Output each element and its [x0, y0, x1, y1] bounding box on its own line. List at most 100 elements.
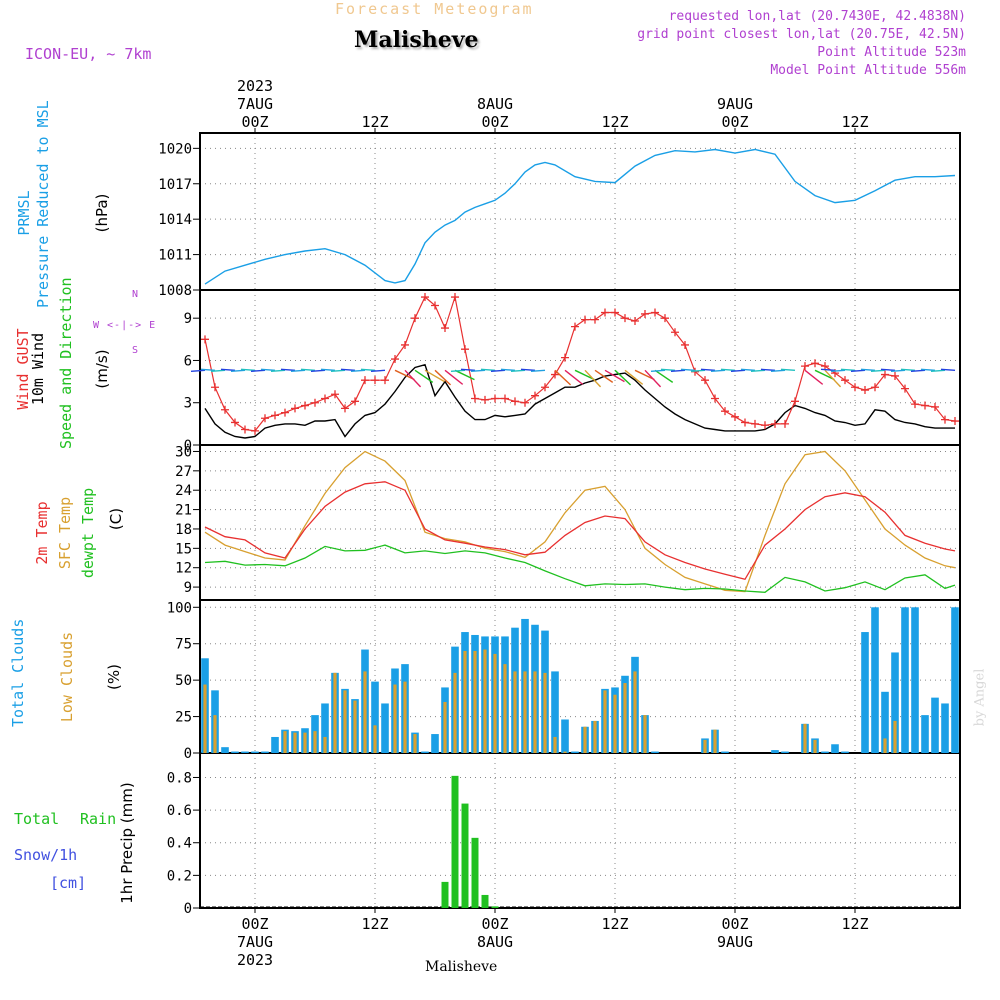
x-tick-label-bottom: 00Z: [481, 915, 508, 933]
wind-gust-marker: [281, 408, 289, 417]
wind-gust-marker: [231, 418, 239, 427]
wind-gust-marker: [451, 293, 459, 302]
wind-gust-marker: [321, 394, 329, 403]
y-tick-label: 27: [175, 464, 192, 480]
wind-arrow: [634, 369, 655, 381]
wind-arrow: [720, 368, 736, 372]
precip-bar: [471, 837, 479, 908]
wind-gust-marker: [461, 345, 469, 354]
wind-gust-marker: [521, 398, 529, 407]
y-tick-label: 0: [184, 438, 192, 454]
y-tick-label: 50: [175, 673, 192, 689]
total-cloud-bar: [831, 744, 839, 753]
x-tick-label-bottom: 12Z: [841, 915, 868, 933]
wind-gust-marker: [511, 397, 519, 406]
low-cloud-bar: [463, 651, 467, 753]
wind-arrow: [230, 369, 246, 373]
wind-speed-dir-label: Speed and Direction: [57, 277, 75, 449]
footer-location: Malisheve: [425, 959, 498, 975]
y-tick-label: 75: [175, 637, 192, 653]
wind-arrow: [930, 369, 946, 373]
low-cloud-bar: [313, 731, 317, 753]
precip-bar: [461, 803, 469, 908]
wind-arrow: [350, 369, 366, 373]
total-cloud-bar: [841, 751, 849, 753]
total-cloud-bar: [321, 703, 329, 753]
low-clouds-label: Low Clouds: [58, 631, 76, 723]
wind-arrow: [310, 369, 326, 373]
rain-label-total: Total: [14, 810, 60, 828]
wind-gust-marker: [601, 308, 609, 317]
x-tick-label-top: 12Z: [361, 113, 388, 131]
low-cloud-bar: [403, 681, 407, 753]
wind-gust-marker: [561, 353, 569, 362]
x-tick-label-bottom: 12Z: [601, 915, 628, 933]
credit-watermark: by Angel: [972, 668, 988, 727]
wind-gust-marker: [741, 418, 749, 427]
temp-2m-line: [204, 481, 956, 581]
wind-arrow: [360, 368, 376, 372]
precip-bar: [481, 894, 489, 908]
wind-gust-marker: [331, 390, 339, 399]
y-tick-label: 1014: [158, 212, 192, 228]
wind-arrow: [260, 368, 276, 372]
low-cloud-bar: [643, 715, 647, 753]
y-tick-label: 1017: [158, 177, 192, 193]
wind-arrow: [690, 369, 706, 373]
wind-gust-marker: [921, 401, 929, 410]
low-cloud-bar: [623, 683, 627, 753]
top-title: Forecast Meteogram: [335, 0, 534, 18]
wind-arrow: [554, 369, 572, 386]
rain-label-rain: Rain: [80, 810, 117, 828]
low-cloud-bar: [323, 736, 327, 753]
wind-gust-marker: [211, 383, 219, 392]
wind-10m-line: [204, 363, 955, 439]
pressure-unit: (hPa): [93, 193, 111, 233]
y-tick-label: 9: [184, 311, 192, 327]
total-cloud-bar: [561, 719, 569, 753]
panel-frame: [199, 752, 961, 909]
pressure-line: [204, 148, 956, 285]
low-cloud-bar: [413, 734, 417, 753]
total-cloud-bar: [571, 751, 579, 753]
point-altitude: Point Altitude 523m: [817, 45, 966, 60]
total-cloud-bar: [381, 703, 389, 753]
low-cloud-bar: [213, 715, 217, 753]
temp-sfc-label: SFC Temp: [56, 496, 74, 570]
low-cloud-bar: [813, 739, 817, 753]
low-cloud-bar: [283, 731, 287, 753]
wind-gust-marker: [581, 315, 589, 324]
temp-unit: (C): [107, 507, 125, 531]
wind-arrow: [564, 369, 584, 385]
low-cloud-bar: [353, 700, 357, 753]
wind-arrow: [644, 369, 662, 388]
y-tick-label: 0: [184, 746, 192, 762]
y-tick-label: 6: [184, 353, 192, 369]
wind-gust-marker: [951, 417, 959, 426]
total-cloud-bar: [371, 681, 379, 753]
wind-arrow: [340, 368, 356, 372]
wind-arrow: [780, 368, 796, 372]
wind-arrow: [444, 369, 464, 385]
wind-arrow: [490, 369, 506, 373]
total-cloud-bar: [861, 632, 869, 753]
x-date-label-top: 8AUG: [477, 95, 513, 113]
wind-gust-marker: [841, 376, 849, 385]
wind-arrow: [680, 368, 696, 372]
x-tick-label-bottom: 00Z: [241, 915, 268, 933]
wind-gust-marker: [631, 317, 639, 325]
low-cloud-bar: [473, 651, 477, 753]
wind-gust-marker: [621, 314, 629, 323]
wind-arrow: [700, 368, 716, 372]
wind-gust-marker: [501, 394, 509, 403]
wind-arrow: [614, 369, 632, 386]
wind-gust-marker: [731, 412, 739, 421]
wind-arrow: [240, 368, 256, 372]
panel-frame: [199, 444, 961, 601]
low-cloud-bar: [333, 672, 337, 753]
wind-gust-marker: [911, 400, 919, 409]
wind-arrow: [920, 368, 936, 372]
total-cloud-bar: [421, 751, 429, 753]
total-cloud-bar: [931, 697, 939, 753]
wind-gust-marker: [791, 397, 799, 406]
